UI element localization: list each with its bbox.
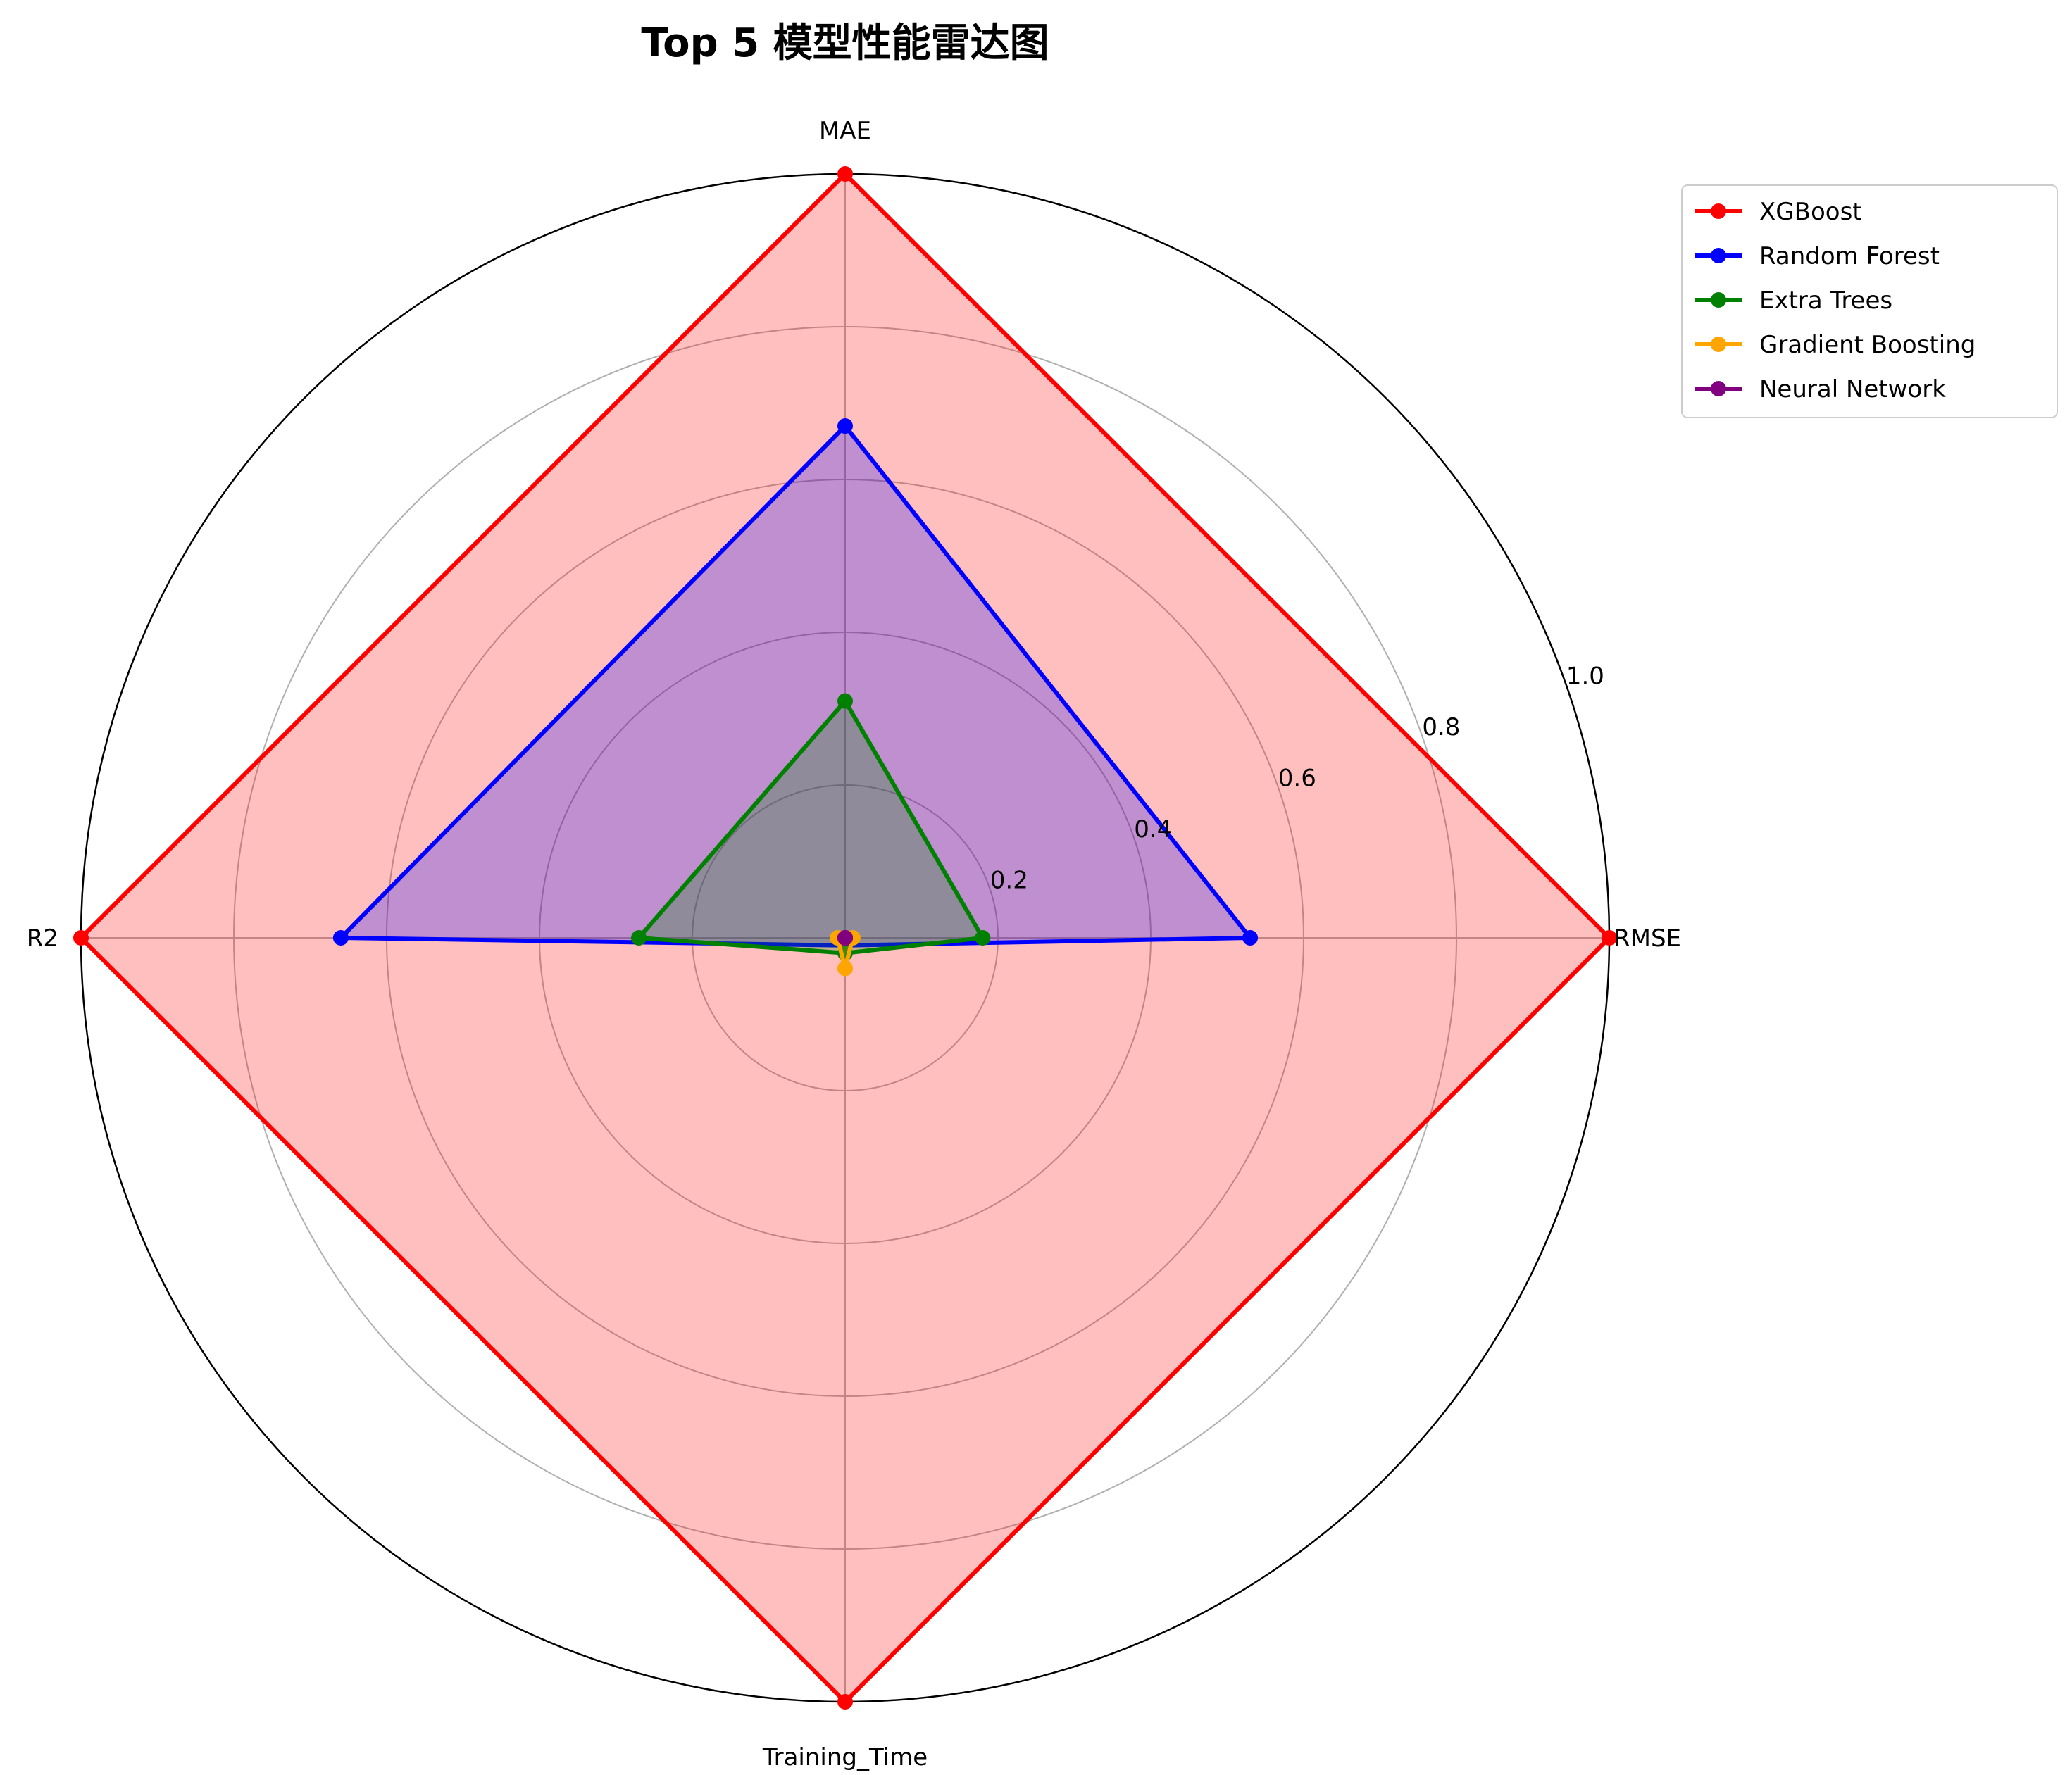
series-marker-1-3 [332,930,349,946]
chart-title: Top 5 模型性能雷达图 [641,20,1049,66]
radial-tick-label: 1.0 [1566,662,1604,690]
legend-label: Gradient Boosting [1759,331,1976,359]
series-marker-3-2 [837,960,853,977]
radial-tick-label: 0.4 [1134,815,1172,843]
legend-label: Neural Network [1759,375,1946,403]
axis-label: R2 [27,924,58,953]
axis-label: RMSE [1614,924,1681,953]
series-marker-0-1 [1602,930,1617,946]
series-marker-1-0 [837,418,853,434]
axis-label: MAE [819,117,871,145]
legend-swatch-marker-2 [1711,292,1726,308]
series-fill-2 [639,701,983,953]
legend-label: Random Forest [1759,242,1940,270]
series-marker-0-3 [73,930,89,946]
series-marker-2-0 [837,693,853,709]
series-marker-0-2 [837,1694,853,1710]
legend-swatch-marker-1 [1711,248,1726,263]
legend-label: XGBoost [1759,198,1862,226]
series-marker-4-3 [837,930,853,946]
axis-label: Training_Time [762,1743,928,1771]
series-marker-2-3 [631,930,647,946]
legend-label: Extra Trees [1759,287,1892,315]
legend-swatch-marker-4 [1711,381,1726,396]
radial-tick-label: 0.6 [1278,764,1316,792]
radial-tick-label: 0.8 [1422,713,1460,741]
label-layer: 0.2 0.4 0.6 0.8 1.0 MAE RMSE Training_Time R2 [27,117,1681,1771]
series-marker-0-0 [837,166,853,182]
legend-swatch-marker-0 [1711,203,1726,219]
legend-swatch-marker-3 [1711,337,1726,352]
series-marker-1-1 [1242,930,1259,946]
series-fill-1 [340,426,1251,946]
series-layer [73,166,1617,1710]
legend: XGBoost Random Forest Extra Trees Gradient … [1681,184,2058,418]
legend-frame [1681,184,2058,418]
radial-tick-label: 0.2 [990,866,1028,894]
series-marker-2-1 [975,930,991,946]
